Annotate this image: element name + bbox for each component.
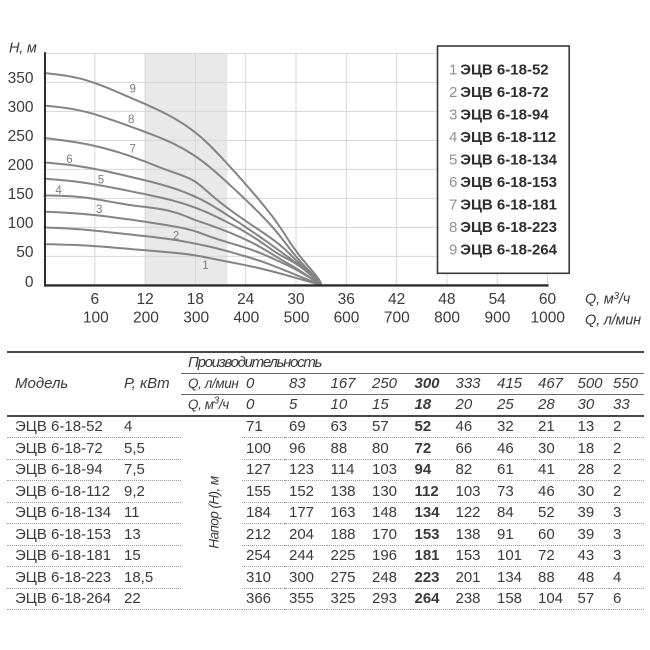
svg-text:900: 900 [484, 310, 510, 327]
svg-text:12: 12 [136, 291, 153, 308]
svg-text:6: 6 [66, 154, 72, 166]
svg-text:50: 50 [16, 244, 34, 261]
svg-text:1: 1 [202, 260, 208, 272]
svg-text:100: 100 [83, 310, 109, 327]
svg-text:300: 300 [8, 99, 34, 116]
svg-text:6: 6 [449, 174, 457, 191]
svg-text:48: 48 [438, 291, 455, 308]
svg-text:6: 6 [90, 291, 99, 308]
svg-text:3: 3 [449, 107, 457, 124]
svg-text:ЭЦВ 6-18-264: ЭЦВ 6-18-264 [460, 242, 557, 259]
svg-text:0: 0 [25, 274, 34, 291]
svg-text:54: 54 [489, 291, 507, 308]
svg-text:1000: 1000 [530, 310, 565, 327]
svg-text:ЭЦВ 6-18-153: ЭЦВ 6-18-153 [460, 174, 557, 191]
svg-text:Н, м: Н, м [9, 41, 37, 57]
svg-text:8: 8 [449, 219, 457, 236]
svg-text:ЭЦВ 6-18-181: ЭЦВ 6-18-181 [460, 197, 557, 214]
svg-text:500: 500 [284, 310, 310, 327]
svg-text:4: 4 [55, 185, 62, 197]
svg-text:150: 150 [8, 186, 34, 203]
svg-text:100: 100 [8, 215, 34, 232]
svg-text:400: 400 [233, 310, 259, 327]
svg-text:Q, л/мин: Q, л/мин [585, 313, 641, 329]
svg-text:5: 5 [98, 174, 104, 186]
svg-text:1: 1 [449, 62, 457, 79]
svg-text:7: 7 [129, 144, 135, 156]
svg-text:ЭЦВ 6-18-112: ЭЦВ 6-18-112 [460, 129, 556, 146]
svg-text:42: 42 [388, 291, 405, 308]
svg-text:2: 2 [173, 230, 179, 242]
svg-text:250: 250 [8, 128, 34, 145]
svg-text:ЭЦВ 6-18-52: ЭЦВ 6-18-52 [460, 62, 548, 79]
svg-text:9: 9 [449, 242, 457, 259]
svg-text:ЭЦВ 6-18-134: ЭЦВ 6-18-134 [460, 152, 557, 169]
svg-text:5: 5 [449, 152, 457, 169]
svg-text:ЭЦВ 6-18-94: ЭЦВ 6-18-94 [460, 107, 549, 124]
svg-text:24: 24 [237, 291, 255, 308]
svg-text:ЭЦВ 6-18-72: ЭЦВ 6-18-72 [460, 84, 548, 101]
svg-text:4: 4 [449, 129, 457, 146]
svg-text:30: 30 [287, 291, 305, 308]
svg-text:18: 18 [187, 291, 204, 308]
svg-text:60: 60 [539, 291, 557, 308]
svg-text:200: 200 [8, 157, 34, 174]
svg-text:9: 9 [129, 84, 135, 96]
svg-text:36: 36 [338, 291, 355, 308]
svg-text:7: 7 [449, 197, 457, 214]
svg-text:Q, м3/ч: Q, м3/ч [585, 291, 631, 308]
svg-text:8: 8 [128, 114, 134, 126]
svg-text:2: 2 [449, 84, 457, 101]
svg-text:700: 700 [384, 310, 410, 327]
svg-text:800: 800 [434, 310, 460, 327]
svg-text:3: 3 [96, 204, 102, 216]
svg-text:350: 350 [8, 70, 34, 87]
svg-text:300: 300 [183, 310, 209, 327]
svg-text:ЭЦВ 6-18-223: ЭЦВ 6-18-223 [460, 219, 557, 236]
svg-text:600: 600 [334, 310, 360, 327]
svg-text:200: 200 [133, 310, 159, 327]
